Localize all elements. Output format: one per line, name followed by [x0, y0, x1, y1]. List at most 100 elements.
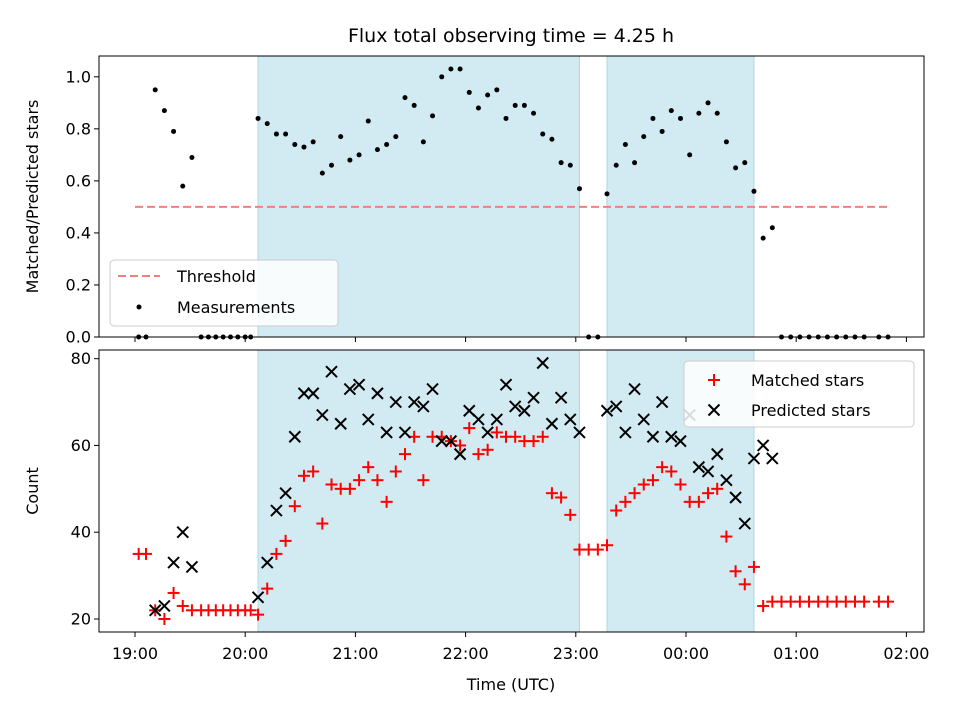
measurement-point	[558, 160, 564, 166]
measurement-point	[650, 115, 656, 121]
predicted-point	[692, 460, 706, 474]
predicted-point	[527, 391, 540, 404]
predicted-point	[306, 387, 320, 400]
y-tick-label: 0.6	[66, 171, 91, 190]
matched-point	[176, 599, 189, 612]
x-tick-label: 19:00	[112, 644, 158, 663]
measurement-point	[448, 66, 454, 72]
predicted-point	[158, 599, 171, 613]
measurement-point	[714, 110, 720, 116]
matched-point	[325, 478, 338, 491]
matched-point	[545, 487, 558, 500]
measurement-point	[466, 89, 472, 95]
ratio-x-ticks	[134, 337, 907, 342]
matched-point	[720, 530, 733, 543]
ratio-y-axis: 0.0 0.2 0.4 0.6 0.8 1.0	[66, 67, 99, 347]
measurement-point	[742, 160, 748, 166]
measurement-point	[769, 225, 775, 231]
predicted-point	[444, 434, 458, 448]
predicted-point	[554, 391, 568, 404]
count-y-axis: 20 40 60 80	[71, 349, 99, 628]
predicted-point	[343, 382, 357, 396]
ratio-legend: Threshold Measurements	[109, 259, 339, 327]
measurement-point	[751, 188, 757, 194]
measurement-point	[576, 186, 582, 192]
predicted-point	[389, 395, 403, 409]
matched-point	[858, 595, 871, 608]
predicted-point	[279, 486, 292, 500]
x-axis-label: Time (UTC)	[466, 675, 555, 694]
matched-point	[398, 448, 411, 461]
matched-point	[610, 504, 623, 517]
predicted-point	[261, 556, 274, 569]
matched-point	[490, 426, 503, 439]
predicted-point	[747, 452, 761, 465]
matched-point	[564, 508, 577, 521]
predicted-point	[398, 426, 412, 439]
measurement-point	[393, 134, 399, 140]
measurement-point	[705, 100, 711, 106]
measurement-point	[485, 92, 491, 98]
y-tick-label: 80	[71, 349, 91, 368]
legend-matched-swatch	[708, 374, 720, 386]
matched-point	[261, 582, 274, 595]
count-y-axis-label: Count	[23, 467, 42, 515]
measurement-point	[723, 139, 729, 145]
x-tick-label: 21:00	[332, 644, 378, 663]
predicted-point	[536, 356, 549, 370]
y-tick-label: 1.0	[66, 67, 91, 86]
matched-point	[674, 478, 687, 491]
matched-point	[371, 474, 384, 487]
chart-title: Flux total observing time = 4.25 h	[348, 25, 674, 47]
matched-point	[747, 560, 760, 573]
x-tick-label: 20:00	[222, 644, 268, 663]
matched-point	[628, 487, 641, 500]
measurements-series	[136, 66, 891, 340]
predicted-point	[564, 413, 577, 426]
measurement-point	[420, 139, 426, 145]
predicted-point	[426, 382, 439, 396]
measurement-point	[613, 162, 619, 168]
predicted-point	[729, 491, 742, 504]
matched-point	[472, 448, 485, 461]
y-tick-label: 0.8	[66, 119, 91, 138]
measurement-point	[503, 115, 509, 121]
measurement-point	[347, 157, 353, 163]
measurement-point	[540, 131, 546, 137]
measurement-point	[189, 154, 195, 160]
measurement-point	[521, 102, 527, 108]
measurement-point	[475, 105, 481, 111]
predicted-point	[490, 413, 504, 426]
matched-point	[307, 465, 320, 478]
matched-point	[316, 517, 329, 530]
ratio-panel-frame	[98, 55, 925, 338]
predicted-point	[325, 365, 338, 378]
measurement-point	[374, 147, 380, 153]
measurement-point	[687, 152, 693, 158]
measurement-point	[283, 131, 289, 137]
legend-predicted-label: Predicted stars	[751, 401, 871, 420]
x-tick-label: 23:00	[553, 644, 599, 663]
measurement-point	[264, 121, 270, 127]
predicted-point	[167, 556, 180, 569]
count-legend-box	[683, 360, 915, 428]
matched-point	[389, 465, 402, 478]
predicted-point	[481, 426, 494, 439]
time-x-axis: 19:00 20:00 21:00 22:00 23:00 00:00 01:00 02:00	[112, 632, 929, 663]
measurement-point	[604, 191, 610, 197]
predicted-point	[701, 465, 715, 478]
predicted-point	[600, 404, 614, 417]
matched-point	[711, 482, 724, 495]
matched-point	[665, 465, 678, 478]
measurement-point	[531, 110, 537, 116]
predicted-point	[711, 447, 724, 461]
predicted-point	[380, 426, 393, 439]
measurement-point	[677, 115, 683, 121]
predicted-point	[646, 430, 660, 443]
matched-point	[536, 430, 549, 443]
measurement-point	[356, 152, 362, 158]
predicted-point	[288, 430, 301, 443]
predicted-point	[371, 387, 384, 400]
predicted-point	[573, 426, 586, 439]
measurement-point	[696, 110, 702, 116]
